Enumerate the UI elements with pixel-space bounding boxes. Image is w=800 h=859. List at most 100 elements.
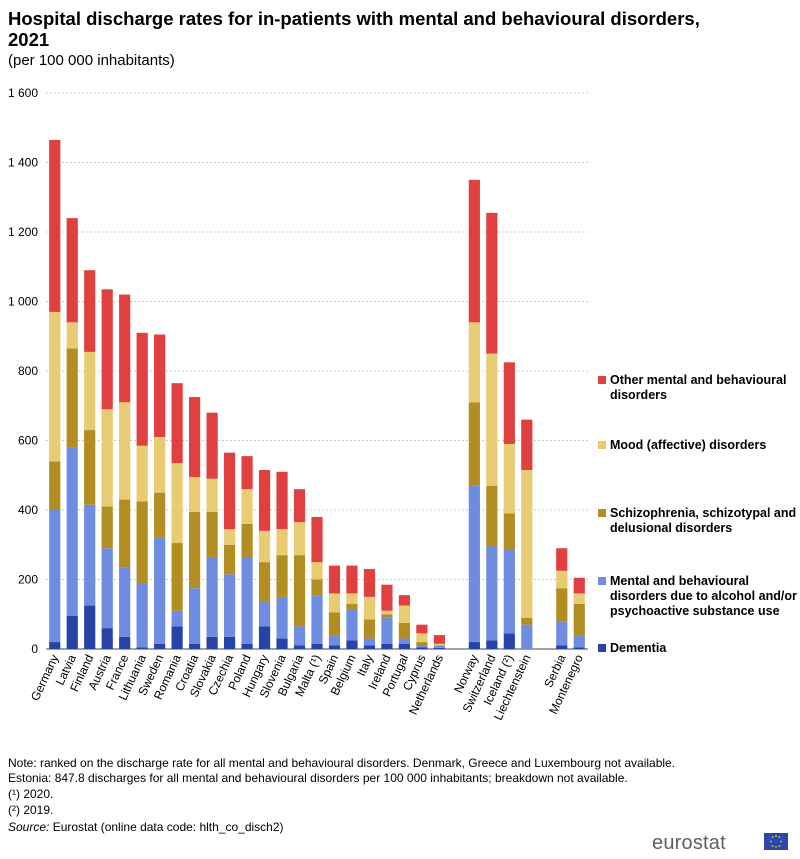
bar-segment (346, 565, 358, 594)
bar-segment (293, 555, 306, 627)
bar-segment (521, 617, 533, 625)
bar-segment (258, 562, 271, 603)
y-tick-label: 0 (31, 642, 38, 656)
bar-segment (398, 605, 411, 623)
bar-segment (223, 529, 236, 545)
bar-segment (189, 397, 201, 477)
source-label: Source: (8, 820, 50, 834)
bar-segment (136, 582, 148, 648)
bar-segment (276, 555, 288, 597)
bar-segment (486, 546, 498, 641)
bar-segment (189, 476, 201, 512)
bar-segment (136, 501, 148, 583)
bar-segment (49, 139, 61, 312)
bar-segment (503, 513, 515, 550)
bar-segment (416, 642, 428, 646)
legend-item-schizo: Schizophrenia, schizotypal and delusiona… (598, 506, 798, 536)
bar-segment (398, 622, 411, 639)
bar-segment (293, 522, 306, 556)
legend-label-dementia: Dementia (610, 641, 667, 655)
bar-segment (84, 504, 96, 606)
legend-item-mood: Mood (affective) disorders (598, 438, 798, 453)
bar-segment (66, 447, 78, 616)
y-tick-label: 200 (18, 573, 38, 587)
bar-segment (136, 647, 148, 649)
bar-segment (154, 334, 166, 438)
bar-segment (346, 603, 358, 610)
bar-segment (381, 614, 393, 618)
bar-segment (84, 605, 96, 649)
bar-segment (433, 643, 445, 646)
bar-segment (381, 610, 393, 615)
bar-segment (136, 332, 148, 446)
legend-item-other: Other mental and behavioural disorders (598, 373, 798, 403)
bar-segment (293, 489, 306, 523)
source-text: Eurostat (online data code: hlth_co_disc… (49, 820, 284, 834)
bar-segment (398, 643, 411, 649)
bar-segment (84, 351, 96, 431)
bar-segment (206, 556, 218, 637)
bar-segment (66, 348, 78, 448)
bar-segment (206, 636, 218, 649)
y-tick-label: 400 (18, 503, 38, 517)
bar-segment (503, 549, 515, 634)
bar-segment (468, 402, 480, 486)
bar-segment (223, 544, 236, 575)
bar-segment (486, 485, 498, 547)
bar-segment (468, 179, 480, 323)
legend-swatch-alcohol (598, 577, 606, 585)
bar-segment (101, 506, 113, 549)
bar-segment (311, 643, 323, 649)
bar-segment (556, 570, 568, 589)
bar-segment (171, 463, 183, 544)
bar-segment (433, 647, 445, 649)
bar-segment (101, 289, 113, 410)
legend-label-schizo: Schizophrenia, schizotypal and delusiona… (610, 506, 797, 535)
note-line-4: (²) 2019. (8, 803, 54, 817)
bar-segment (328, 565, 341, 594)
bar-segment (521, 470, 533, 618)
bar-segment (433, 635, 445, 644)
bar-segment (119, 294, 131, 403)
bar-segment (119, 402, 131, 500)
bar-segment (101, 548, 113, 629)
bar-segment (398, 595, 411, 606)
bar-segment (363, 645, 376, 649)
bar-segment (258, 626, 271, 649)
chart-subtitle: (per 100 000 inhabitants) (8, 52, 175, 69)
bar-segment (503, 633, 515, 649)
note-line-1: Note: ranked on the discharge rate for a… (8, 756, 676, 770)
bar-segment (171, 626, 183, 649)
bar-segment (171, 610, 183, 627)
bar-segment (573, 635, 585, 648)
bar-segment (293, 626, 306, 646)
bar-segment (276, 529, 288, 556)
bar-segment (521, 624, 533, 649)
bar-segment (363, 569, 376, 597)
bar-segment (468, 485, 480, 643)
bar-segment (363, 596, 376, 620)
bar-segment (101, 628, 113, 649)
bar-segment (381, 643, 393, 649)
bar-segment (101, 409, 113, 507)
bar-segment (66, 218, 78, 323)
bar-segment (486, 353, 498, 486)
bar-segment (363, 619, 376, 639)
bar-segment (189, 588, 201, 644)
bar-segment (486, 640, 498, 649)
bar-segment (154, 643, 166, 649)
bar-segment (416, 647, 428, 649)
y-tick-label: 1 400 (8, 156, 38, 170)
bar-segment (66, 615, 78, 649)
bar-segment (206, 511, 218, 557)
y-tick-label: 1 000 (8, 295, 38, 309)
note-line-3: (¹) 2020. (8, 787, 54, 801)
bar-segment (346, 593, 358, 604)
bar-segment (223, 574, 236, 637)
bar-segment (556, 645, 568, 649)
bar-segment (521, 419, 533, 471)
bar-segment (468, 642, 480, 649)
bar-segment (573, 603, 585, 636)
bar-segment (84, 270, 96, 352)
